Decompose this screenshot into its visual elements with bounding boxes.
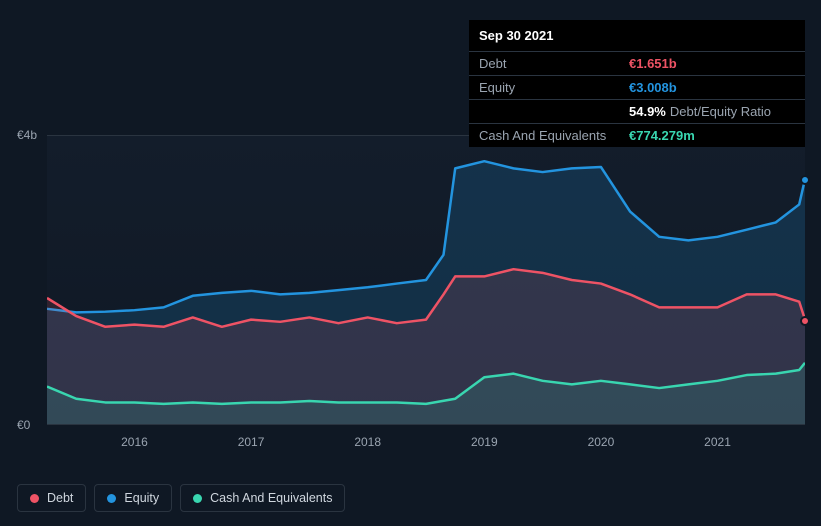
x-axis-label: 2020 [588,435,615,449]
tooltip-row: Debt€1.651b [469,52,805,76]
plot-region[interactable] [47,135,805,425]
tooltip-label: Debt [479,56,629,71]
series-end-marker [800,316,810,326]
x-axis-label: 2018 [354,435,381,449]
tooltip-row: 54.9%Debt/Equity Ratio [469,100,805,124]
legend-item[interactable]: Cash And Equivalents [180,484,345,512]
legend-item[interactable]: Equity [94,484,172,512]
legend-label: Debt [47,491,73,505]
tooltip-date: Sep 30 2021 [469,20,805,52]
tooltip-label: Equity [479,80,629,95]
legend-swatch [107,494,116,503]
legend-label: Cash And Equivalents [210,491,332,505]
legend: Debt Equity Cash And Equivalents [17,484,345,512]
y-axis-label: €4b [17,128,37,142]
legend-swatch [30,494,39,503]
chart-area[interactable]: €0€4b 201620172018201920202021 [17,120,805,440]
x-axis-label: 2017 [238,435,265,449]
tooltip-label [479,104,629,119]
chart-tooltip: Sep 30 2021 Debt€1.651bEquity€3.008b54.9… [469,20,805,147]
tooltip-row: Cash And Equivalents€774.279m [469,124,805,147]
x-axis-label: 2021 [704,435,731,449]
legend-swatch [193,494,202,503]
tooltip-label: Cash And Equivalents [479,128,629,143]
legend-label: Equity [124,491,159,505]
y-axis-label: €0 [17,418,30,432]
tooltip-value: €3.008b [629,80,677,95]
tooltip-value: €774.279m [629,128,695,143]
x-axis-label: 2019 [471,435,498,449]
x-axis-label: 2016 [121,435,148,449]
tooltip-value: €1.651b [629,56,677,71]
tooltip-row: Equity€3.008b [469,76,805,100]
series-end-marker [800,175,810,185]
legend-item[interactable]: Debt [17,484,86,512]
tooltip-ratio: 54.9%Debt/Equity Ratio [629,104,771,119]
